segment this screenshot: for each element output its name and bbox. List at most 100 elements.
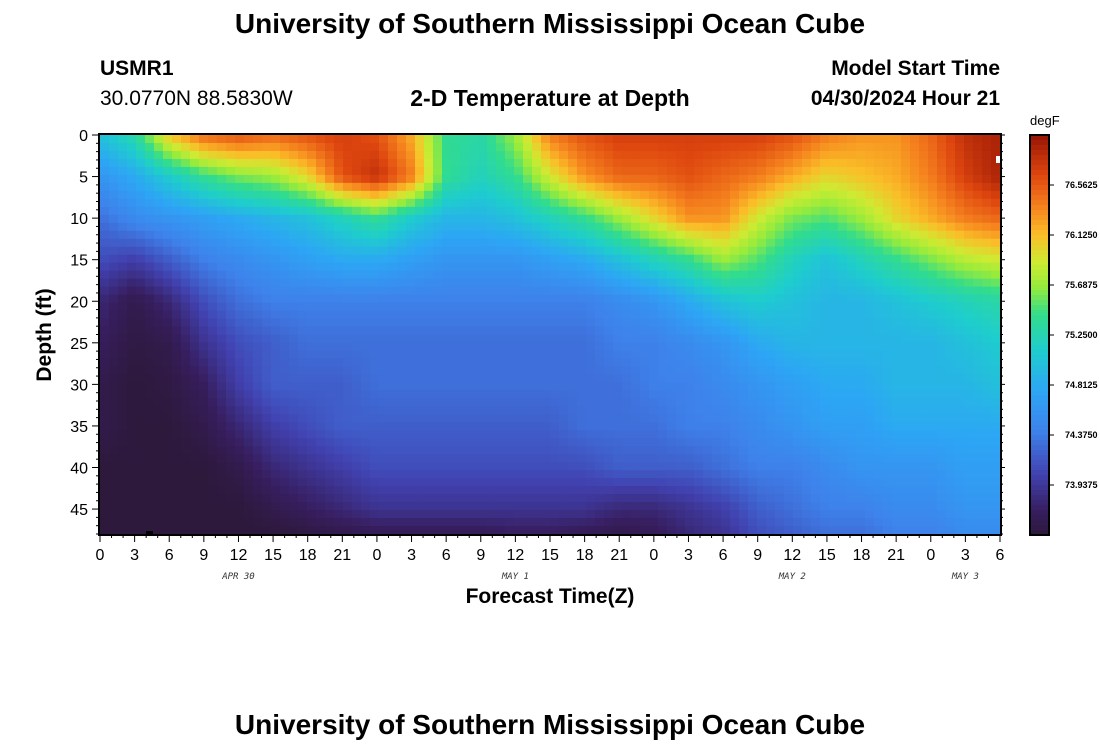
heatmap-cell bbox=[721, 302, 731, 312]
heatmap-cell bbox=[307, 502, 317, 511]
heatmap-cell bbox=[793, 190, 803, 200]
heatmap-cell bbox=[586, 390, 596, 399]
heatmap-cell bbox=[721, 166, 731, 176]
heatmap-cell bbox=[199, 446, 209, 455]
heatmap-cell bbox=[748, 254, 758, 264]
heatmap-cell bbox=[712, 390, 722, 399]
heatmap-cell bbox=[379, 502, 389, 511]
heatmap-cell bbox=[568, 374, 578, 383]
heatmap-cell bbox=[775, 486, 785, 495]
heatmap-cell bbox=[667, 382, 677, 391]
heatmap-cell bbox=[424, 246, 434, 256]
heatmap-cell bbox=[568, 350, 578, 360]
heatmap-cell bbox=[235, 342, 245, 352]
heatmap-cell bbox=[388, 438, 398, 447]
heatmap-cell bbox=[127, 135, 137, 144]
heatmap-cell bbox=[226, 438, 236, 447]
heatmap-cell bbox=[757, 390, 767, 399]
heatmap-cell bbox=[406, 158, 416, 168]
heatmap-cell bbox=[289, 158, 299, 168]
heatmap-cell bbox=[739, 310, 749, 320]
heatmap-cell bbox=[325, 135, 335, 144]
heatmap-cell bbox=[595, 494, 605, 503]
heatmap-cell bbox=[343, 230, 353, 240]
heatmap-cell bbox=[370, 350, 380, 360]
heatmap-cell bbox=[703, 526, 713, 535]
heatmap-cell bbox=[856, 494, 866, 503]
heatmap-cell bbox=[406, 446, 416, 455]
heatmap-cell bbox=[595, 302, 605, 312]
heatmap-cell bbox=[973, 478, 983, 487]
heatmap-cell bbox=[784, 502, 794, 511]
heatmap-cell bbox=[595, 286, 605, 296]
heatmap-cell bbox=[712, 190, 722, 200]
heatmap-cell bbox=[262, 166, 272, 176]
heatmap-cell bbox=[190, 246, 200, 256]
heatmap-cell bbox=[856, 222, 866, 232]
heatmap-cell bbox=[487, 310, 497, 320]
heatmap-cell bbox=[100, 318, 110, 328]
heatmap-cell bbox=[865, 230, 875, 240]
heatmap-cell bbox=[127, 158, 137, 168]
heatmap-cell bbox=[379, 286, 389, 296]
heatmap-cell bbox=[460, 142, 470, 152]
heatmap-cell bbox=[523, 326, 533, 336]
heatmap-cell bbox=[982, 462, 992, 471]
heatmap-cell bbox=[127, 166, 137, 176]
heatmap-cell bbox=[586, 198, 596, 208]
heatmap-cell bbox=[289, 230, 299, 240]
heatmap-cell bbox=[577, 486, 587, 495]
heatmap-cell bbox=[163, 430, 173, 439]
heatmap-cell bbox=[433, 350, 443, 360]
heatmap-cell bbox=[649, 398, 659, 407]
heatmap-cell bbox=[280, 198, 290, 208]
heatmap-cell bbox=[487, 406, 497, 415]
heatmap-cell bbox=[199, 414, 209, 423]
heatmap-cell bbox=[955, 278, 965, 288]
heatmap-cell bbox=[370, 374, 380, 383]
heatmap-cell bbox=[343, 430, 353, 439]
heatmap-cell bbox=[982, 254, 992, 264]
heatmap-cell bbox=[334, 470, 344, 479]
heatmap-cell bbox=[433, 270, 443, 280]
heatmap-cell bbox=[883, 302, 893, 312]
heatmap-cell bbox=[334, 135, 344, 144]
heatmap-cell bbox=[847, 166, 857, 176]
heatmap-cell bbox=[595, 510, 605, 519]
heatmap-cell bbox=[109, 302, 119, 312]
heatmap-cell bbox=[829, 198, 839, 208]
heatmap-cell bbox=[775, 358, 785, 368]
heatmap-cell bbox=[235, 310, 245, 320]
heatmap-cell bbox=[289, 494, 299, 503]
heatmap-cell bbox=[532, 438, 542, 447]
heatmap-cell bbox=[532, 390, 542, 399]
heatmap-cell bbox=[325, 478, 335, 487]
heatmap-cell bbox=[433, 358, 443, 368]
heatmap-cell bbox=[784, 150, 794, 160]
heatmap-cell bbox=[568, 246, 578, 256]
heatmap-cell bbox=[199, 526, 209, 535]
heatmap-cell bbox=[244, 166, 254, 176]
heatmap-cell bbox=[478, 454, 488, 463]
heatmap-cell bbox=[523, 135, 533, 144]
heatmap-cell bbox=[991, 350, 1001, 360]
heatmap-cell bbox=[505, 390, 515, 399]
heatmap-cell bbox=[829, 414, 839, 423]
heatmap-cell bbox=[901, 446, 911, 455]
heatmap-cell bbox=[460, 166, 470, 176]
heatmap-cell bbox=[658, 350, 668, 360]
heatmap-cell bbox=[685, 438, 695, 447]
heatmap-cell bbox=[514, 254, 524, 264]
heatmap-cell bbox=[199, 142, 209, 152]
heatmap-cell bbox=[298, 422, 308, 431]
heatmap-cell bbox=[667, 278, 677, 288]
heatmap-cell bbox=[721, 406, 731, 415]
heatmap-cell bbox=[433, 222, 443, 232]
heatmap-cell bbox=[991, 278, 1001, 288]
heatmap-cell bbox=[811, 246, 821, 256]
heatmap-cell bbox=[226, 366, 236, 375]
heatmap-cell bbox=[622, 422, 632, 431]
heatmap-cell bbox=[262, 334, 272, 344]
heatmap-cell bbox=[208, 406, 218, 415]
heatmap-cell bbox=[676, 310, 686, 320]
